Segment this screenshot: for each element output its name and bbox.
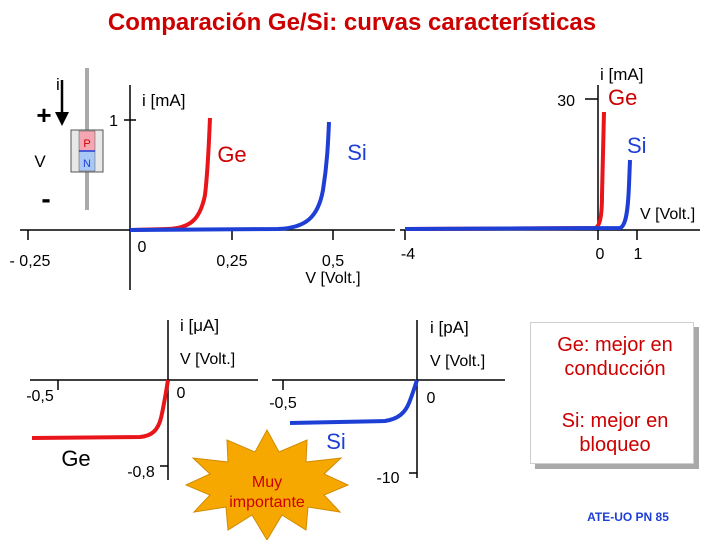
tl-y-label: i [mA] bbox=[142, 91, 185, 110]
diode-n-label: N bbox=[83, 158, 91, 170]
tr-y-label: i [mA] bbox=[600, 65, 643, 84]
page-title: Comparación Ge/Si: curvas característica… bbox=[108, 9, 596, 36]
tl-x-origin-label: 0 bbox=[138, 239, 147, 256]
tr-si-label: Si bbox=[627, 133, 647, 158]
tr-x-neg-label: -4 bbox=[401, 246, 415, 263]
br-si-curve bbox=[289, 379, 419, 425]
importance-starburst: Muy importante bbox=[184, 428, 350, 540]
current-arrow-head bbox=[55, 112, 69, 126]
footer-reference: ATE-UO PN 85 bbox=[587, 510, 669, 524]
tl-si-label: Si bbox=[347, 140, 367, 165]
conclusion-si-line2: bloqueo bbox=[579, 434, 651, 456]
bl-ytick-label: -0,8 bbox=[127, 464, 155, 481]
tl-x-unit-label: V [Volt.] bbox=[305, 270, 360, 287]
tl-ge-label: Ge bbox=[217, 142, 246, 167]
bl-x-neg-label: -0,5 bbox=[26, 388, 54, 405]
conclusion-box bbox=[530, 322, 694, 464]
conclusion-si-line1: Si: mejor en bbox=[561, 410, 669, 432]
tl-x-05-label: 0,5 bbox=[322, 253, 344, 270]
diode-plus-sign: + bbox=[36, 100, 51, 130]
br-ytick-label: -10 bbox=[376, 470, 399, 487]
diode-p-label: P bbox=[83, 138, 90, 150]
bl-ge-curve bbox=[31, 379, 170, 440]
diode-voltage-label: V bbox=[34, 152, 46, 171]
bl-y-label: i [μA] bbox=[180, 316, 219, 335]
diode-symbol: i + V - P N bbox=[34, 68, 104, 214]
bl-x-origin-label: 0 bbox=[177, 385, 186, 402]
tl-ge-curve bbox=[129, 117, 212, 232]
tl-ytick-label: 1 bbox=[109, 113, 118, 130]
tr-ge-curve bbox=[404, 111, 606, 231]
tr-x-label: V [Volt.] bbox=[640, 206, 695, 223]
br-si-label: Si bbox=[326, 429, 346, 454]
chart-top-right: i [mA] 30 V [Volt.] -4 0 1 Ge Si bbox=[400, 65, 700, 263]
diode-current-label: i bbox=[56, 75, 60, 94]
tl-x-025-label: 0,25 bbox=[216, 253, 247, 270]
conclusion-ge-line2: conducción bbox=[564, 358, 666, 380]
br-y-label: i [pA] bbox=[430, 318, 469, 337]
bl-x-label: V [Volt.] bbox=[180, 351, 235, 368]
tl-si-curve bbox=[129, 121, 331, 232]
tr-ytick-label: 30 bbox=[557, 93, 575, 110]
tr-x-pos-label: 1 bbox=[634, 246, 643, 263]
starburst-line1: Muy bbox=[252, 474, 282, 491]
conclusion-ge-line1: Ge: mejor en bbox=[557, 334, 673, 356]
tr-ge-label: Ge bbox=[608, 85, 637, 110]
br-x-label: V [Volt.] bbox=[430, 353, 485, 370]
br-x-neg-label: -0,5 bbox=[269, 395, 297, 412]
bl-ge-label: Ge bbox=[61, 446, 90, 471]
diode-minus-sign: - bbox=[41, 183, 50, 214]
chart-bottom-left: i [μA] V [Volt.] 0 -0,5 -0,8 Ge bbox=[26, 316, 258, 481]
br-x-origin-label: 0 bbox=[427, 390, 436, 407]
starburst-shape bbox=[184, 428, 350, 540]
tr-x-origin-label: 0 bbox=[596, 246, 605, 263]
chart-bottom-right: i [pA] V [Volt.] 0 -0,5 -10 Si bbox=[269, 318, 505, 487]
tl-x-neg-label: - 0,25 bbox=[10, 253, 51, 270]
tr-si-curve bbox=[404, 159, 632, 231]
starburst-line2: importante bbox=[229, 494, 305, 511]
chart-top-left: i [mA] 1 0 - 0,25 0,25 0,5 V [Volt.] Ge … bbox=[10, 85, 395, 290]
